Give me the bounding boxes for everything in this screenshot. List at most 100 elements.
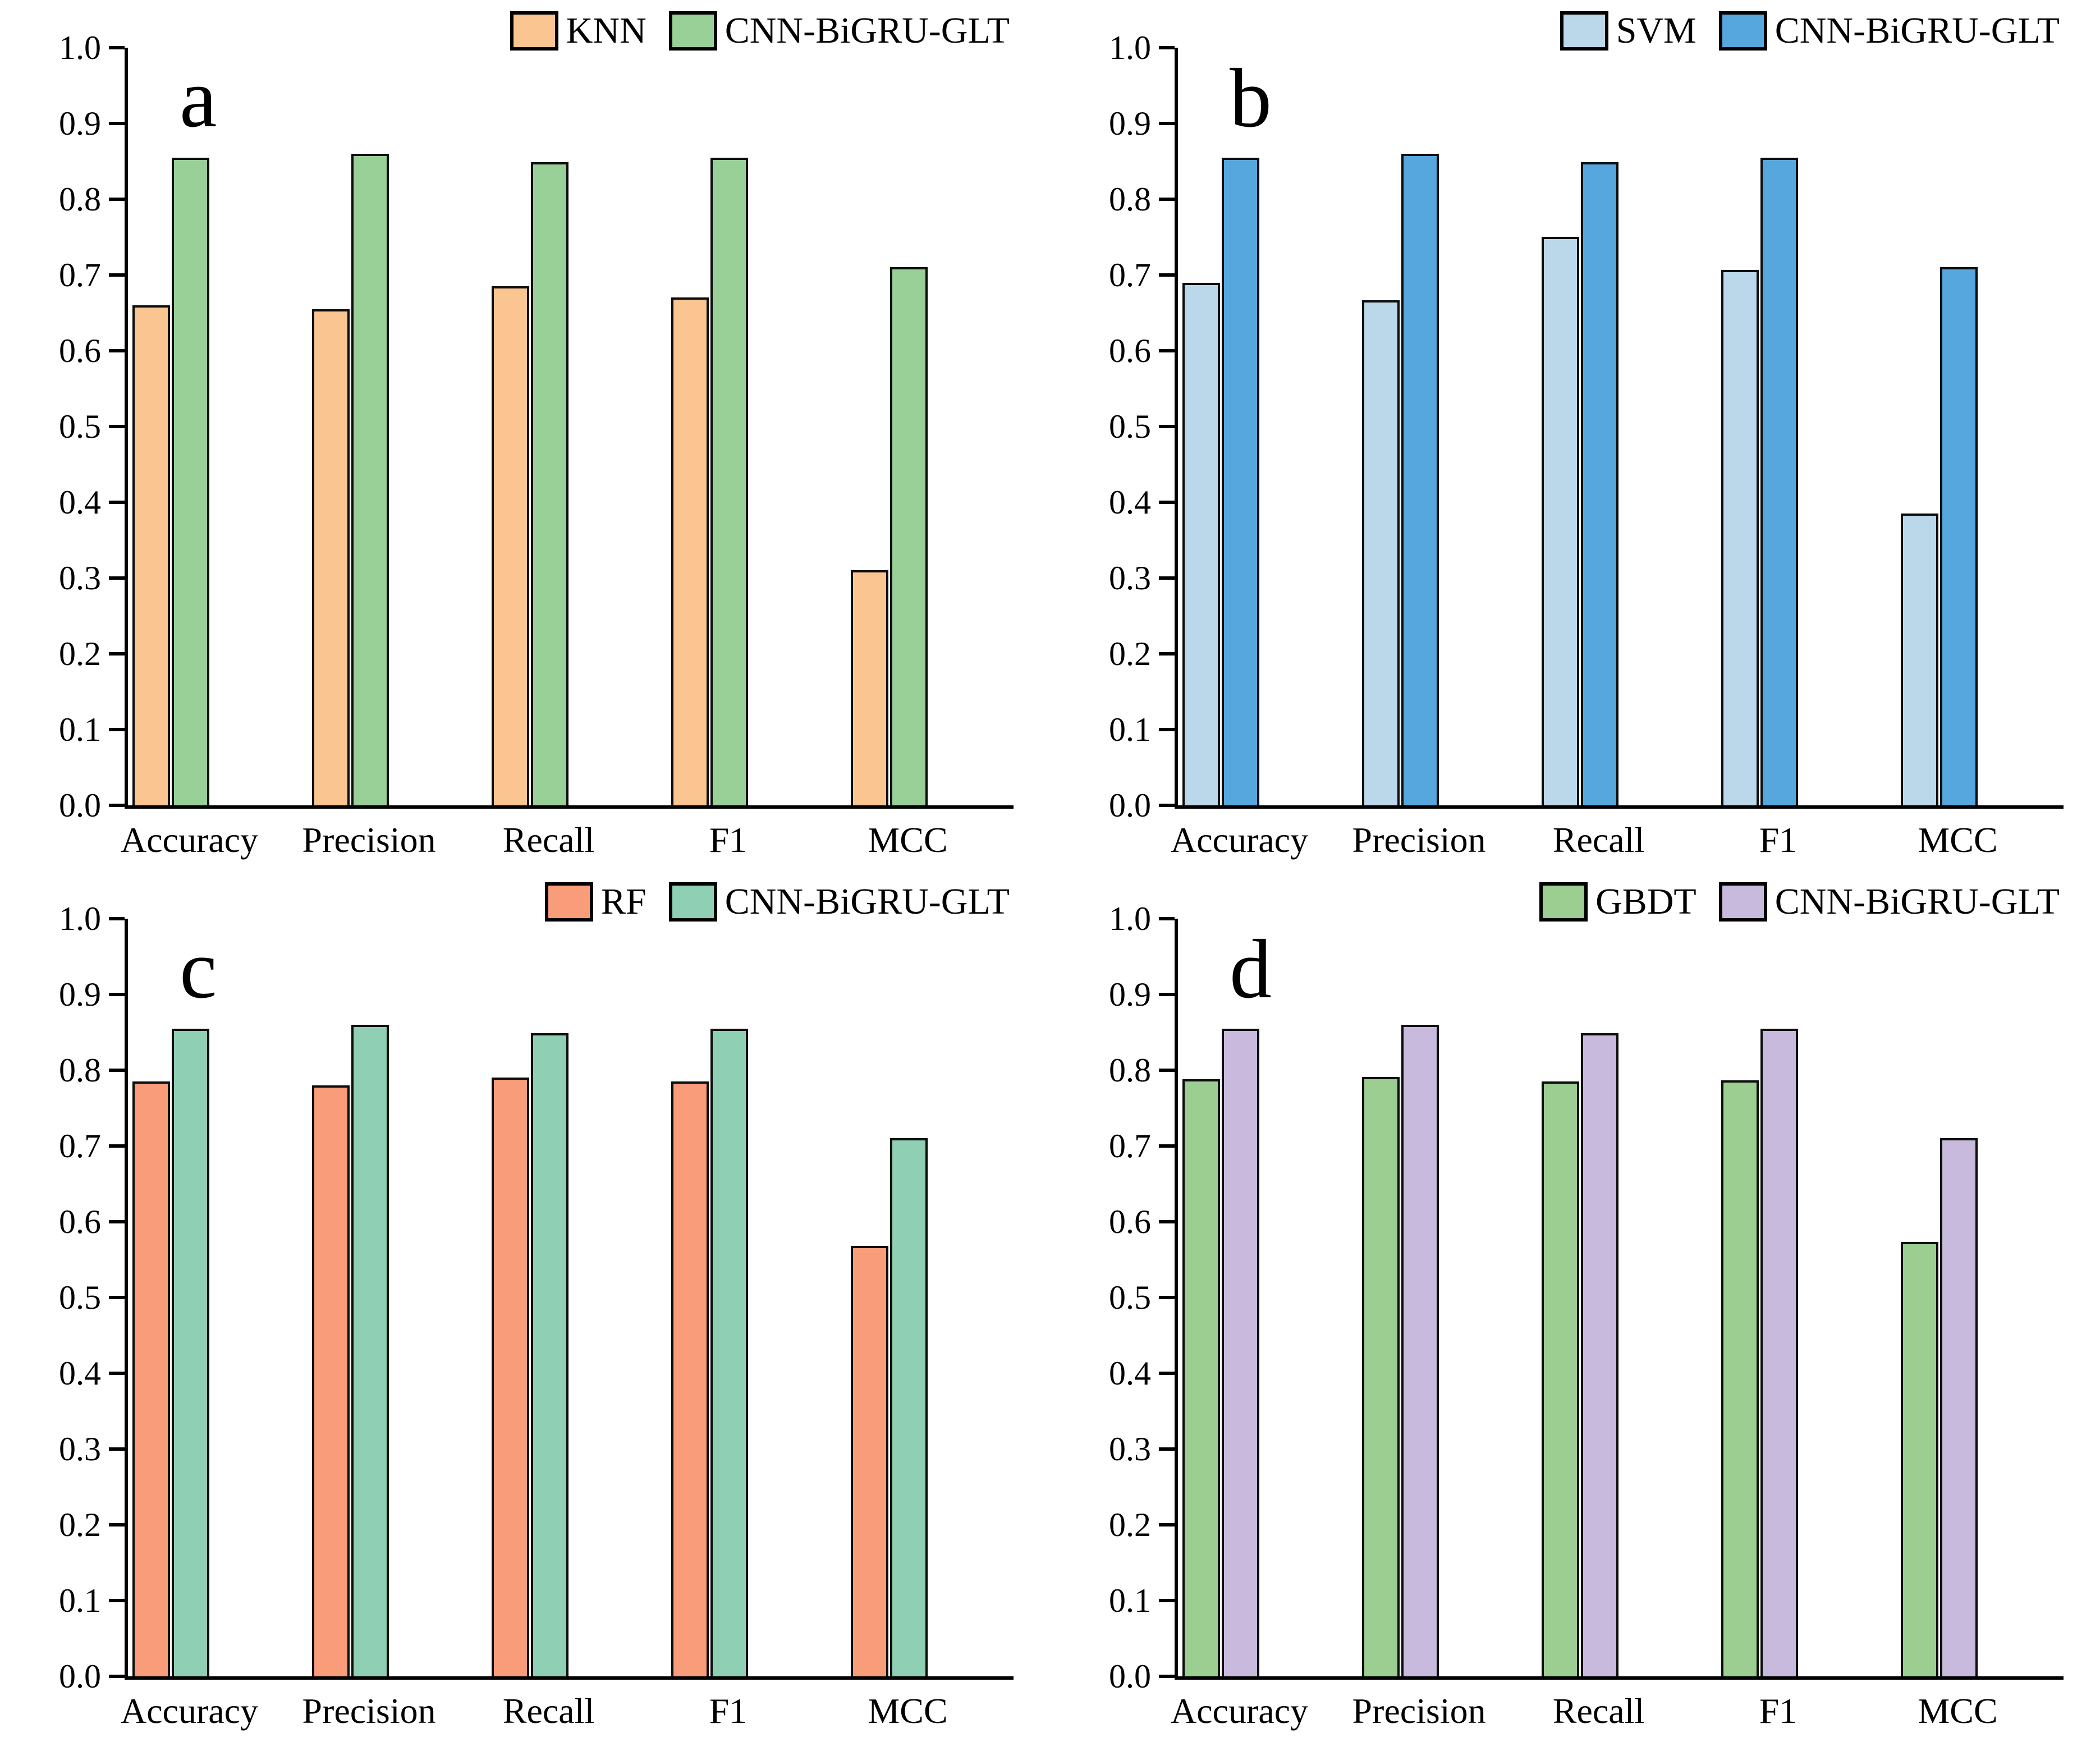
bar-CNN-BiGRU-GLT-Recall <box>531 1033 568 1676</box>
y-axis-tick-label: 0.3 <box>1109 560 1151 597</box>
y-axis-tick <box>1159 917 1175 920</box>
y-axis-tick-label: 0.9 <box>1109 976 1151 1013</box>
x-axis-label-F1: F1 <box>1759 820 1798 860</box>
panel-b: b 0.0 0.1 0.2 0.3 0.4 0.5 0.6 0.7 0.8 0.9 1.0 Accura… <box>1050 0 2100 871</box>
y-axis-tick-label: 0.2 <box>1109 1506 1151 1543</box>
y-axis-tick <box>1159 46 1175 49</box>
legend-entry-GBDT: GBDT <box>1539 882 1696 922</box>
y-axis-tick-label: 0.8 <box>1109 181 1151 218</box>
legend-label-CNN-BiGRU-GLT: CNN-BiGRU-GLT <box>1775 881 2060 922</box>
bar-KNN-Recall <box>492 286 529 805</box>
bar-CNN-BiGRU-GLT-Recall <box>1581 162 1618 805</box>
y-axis-tick <box>1159 804 1175 807</box>
y-axis-tick <box>1159 576 1175 580</box>
x-axis-label-Recall: Recall <box>502 820 595 860</box>
x-axis-label-Accuracy: Accuracy <box>120 1691 259 1731</box>
bar-SVM-Recall <box>1542 237 1579 805</box>
x-axis-label-Accuracy: Accuracy <box>1170 820 1309 860</box>
y-axis-tick-label: 0.4 <box>59 484 101 521</box>
y-axis-tick-label: 0.4 <box>1109 1355 1151 1392</box>
y-axis-tick <box>109 993 125 996</box>
y-axis-tick-label: 0.5 <box>59 408 101 445</box>
y-axis-tick-label: 0.3 <box>1109 1431 1151 1468</box>
x-axis-label-Recall: Recall <box>502 1691 595 1731</box>
y-axis-tick-label: 0.0 <box>59 787 101 824</box>
bar-CNN-BiGRU-GLT-MCC <box>890 267 928 805</box>
x-axis-label-Accuracy: Accuracy <box>1170 1691 1309 1731</box>
y-axis-tick-label: 0.1 <box>59 711 101 748</box>
y-axis-tick <box>109 1069 125 1072</box>
bar-GBDT-F1 <box>1721 1080 1759 1676</box>
x-axis-label-Recall: Recall <box>1552 1691 1645 1731</box>
bar-KNN-Precision <box>312 309 350 805</box>
bar-GBDT-Precision <box>1362 1077 1400 1676</box>
y-axis-tick <box>1159 652 1175 655</box>
bar-CNN-BiGRU-GLT-F1 <box>1760 1029 1798 1676</box>
legend-entry-KNN: KNN <box>510 11 646 51</box>
panel-c: c 0.0 0.1 0.2 0.3 0.4 0.5 0.6 0.7 0.8 0.9 1.0 Accura… <box>0 871 1050 1742</box>
y-axis-tick-label: 0.9 <box>59 105 101 142</box>
y-axis-tick <box>109 1296 125 1299</box>
y-axis-tick <box>109 1372 125 1375</box>
y-axis-tick <box>1159 349 1175 352</box>
y-axis-tick <box>109 349 125 352</box>
bar-GBDT-MCC <box>1901 1242 1938 1676</box>
panel-letter-d: d <box>1230 923 1272 1016</box>
x-axis-label-Precision: Precision <box>302 1691 436 1731</box>
y-axis-tick <box>1159 1220 1175 1223</box>
plot-area-d: 0.0 0.1 0.2 0.3 0.4 0.5 0.6 0.7 0.8 0.9 1.0 Accurac… <box>1109 902 2064 1731</box>
bar-SVM-F1 <box>1721 270 1759 805</box>
bar-CNN-BiGRU-GLT-Accuracy <box>172 158 209 805</box>
bar-GBDT-Recall <box>1542 1081 1579 1676</box>
bar-RF-Precision <box>312 1085 350 1676</box>
y-axis-tick <box>109 728 125 731</box>
y-axis-tick-label: 0.7 <box>59 256 101 294</box>
y-axis-tick <box>109 1675 125 1678</box>
y-axis-tick <box>1159 1523 1175 1526</box>
legend-swatch-GBDT <box>1539 882 1588 922</box>
y-axis-tick <box>109 425 125 428</box>
legend-entry-CNN-BiGRU-GLT: CNN-BiGRU-GLT <box>1718 11 2060 51</box>
bar-CNN-BiGRU-GLT-Accuracy <box>1222 1029 1259 1676</box>
y-axis-tick-label: 0.6 <box>1109 332 1151 369</box>
y-axis-tick-label: 0.2 <box>59 1506 101 1543</box>
y-axis-tick-label: 0.6 <box>59 332 101 369</box>
bar-SVM-Accuracy <box>1182 283 1220 805</box>
legend-a: KNN CNN-BiGRU-GLT <box>510 11 1010 51</box>
y-axis-tick <box>1159 993 1175 996</box>
y-axis-tick <box>1159 1069 1175 1072</box>
legend-label-GBDT: GBDT <box>1595 881 1696 922</box>
y-axis-tick <box>109 1599 125 1602</box>
bar-CNN-BiGRU-GLT-Precision <box>1401 154 1439 805</box>
legend-label-KNN: KNN <box>566 10 646 51</box>
legend-swatch-CNN-BiGRU-GLT <box>1718 882 1767 922</box>
bar-CNN-BiGRU-GLT-Recall <box>531 162 568 805</box>
y-axis-tick-label: 0.0 <box>1109 787 1151 824</box>
y-axis-tick-label: 1.0 <box>59 900 101 937</box>
y-axis-tick-label: 0.7 <box>1109 1127 1151 1165</box>
legend-swatch-CNN-BiGRU-GLT <box>1718 11 1767 51</box>
y-axis-tick <box>109 198 125 201</box>
bar-SVM-MCC <box>1901 514 1938 805</box>
bar-CNN-BiGRU-GLT-MCC <box>1940 267 1978 805</box>
plot-area-b: 0.0 0.1 0.2 0.3 0.4 0.5 0.6 0.7 0.8 0.9 1.0 Accurac… <box>1109 31 2064 860</box>
y-axis-tick-label: 0.5 <box>1109 408 1151 445</box>
bar-CNN-BiGRU-GLT-MCC <box>890 1138 928 1676</box>
x-axis-label-MCC: MCC <box>868 820 948 860</box>
y-axis-tick-label: 0.0 <box>1109 1658 1151 1695</box>
bar-KNN-MCC <box>851 570 888 805</box>
legend-swatch-RF <box>545 882 594 922</box>
y-axis-tick-label: 0.8 <box>1109 1052 1151 1089</box>
y-axis-tick-label: 0.7 <box>1109 256 1151 294</box>
y-axis-tick <box>109 1220 125 1223</box>
y-axis-tick <box>1159 1144 1175 1148</box>
panel-letter-a: a <box>180 52 217 145</box>
legend-entry-CNN-BiGRU-GLT: CNN-BiGRU-GLT <box>668 11 1010 51</box>
y-axis-tick-label: 0.3 <box>59 1431 101 1468</box>
y-axis-tick <box>1159 1296 1175 1299</box>
x-axis-label-Recall: Recall <box>1552 820 1645 860</box>
legend-swatch-CNN-BiGRU-GLT <box>668 11 717 51</box>
bar-CNN-BiGRU-GLT-MCC <box>1940 1138 1978 1676</box>
y-axis-tick-label: 0.4 <box>59 1355 101 1392</box>
y-axis-tick <box>1159 728 1175 731</box>
